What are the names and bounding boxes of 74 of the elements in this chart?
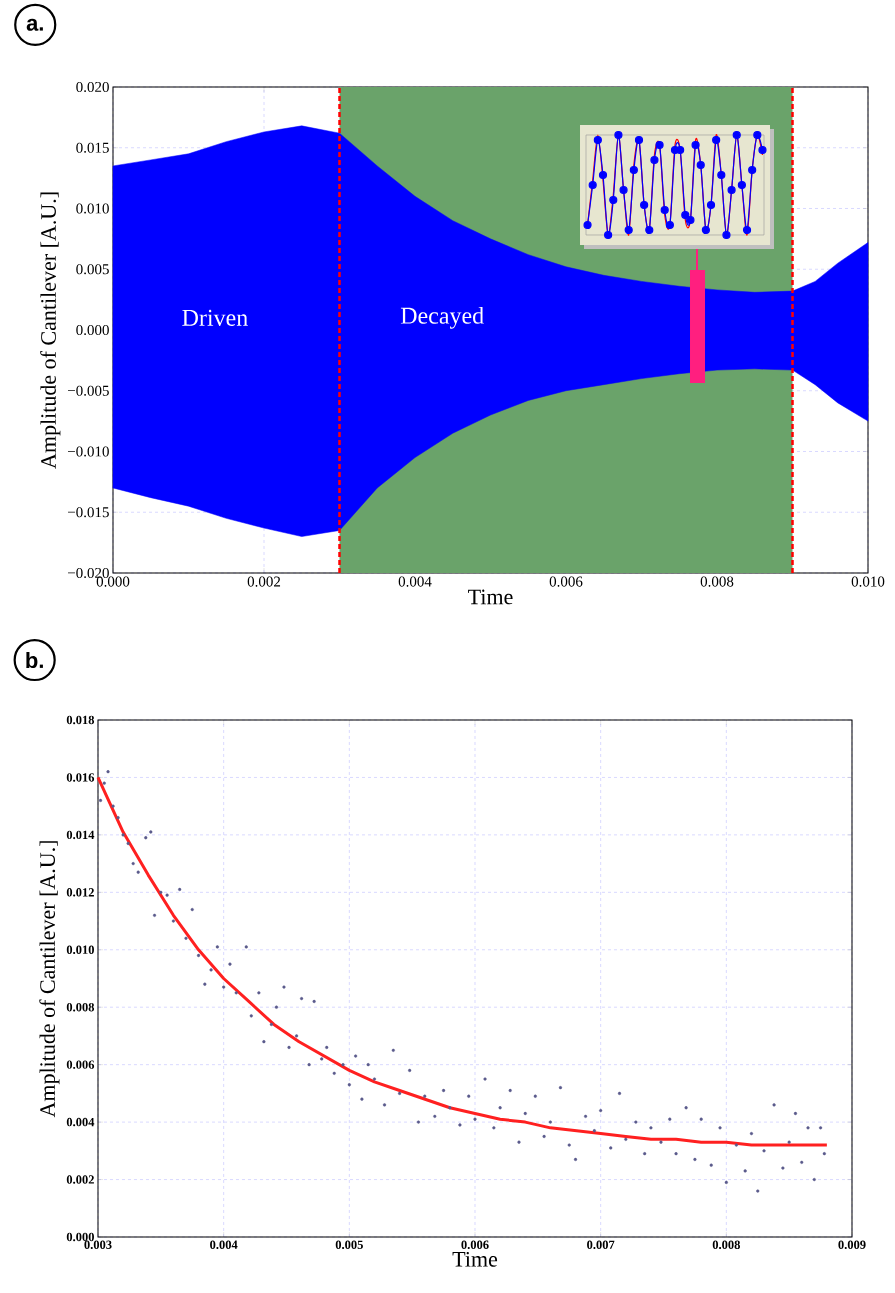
- y-tick-label: 0.002: [66, 1175, 94, 1184]
- x-tick-label: 0.006: [549, 576, 583, 587]
- point: [650, 155, 659, 165]
- y-tick-label: 0.008: [66, 1002, 95, 1012]
- point: [696, 160, 705, 170]
- x-axis-title: Time: [468, 589, 513, 605]
- x-tick-label: 0.006: [461, 1240, 489, 1250]
- point: [722, 230, 731, 240]
- y-tick-label: 0.006: [66, 1060, 95, 1069]
- text: b.: [26, 651, 43, 669]
- point: [686, 215, 695, 225]
- point: [604, 230, 613, 240]
- y-tick-label: −0.005: [68, 385, 109, 396]
- y-tick-label: 0.000: [66, 1232, 94, 1242]
- x-tick-label: 0.010: [851, 576, 885, 587]
- point: [588, 180, 597, 190]
- point: [593, 135, 602, 145]
- point: [758, 145, 767, 155]
- x-tick-label: 0.000: [96, 576, 130, 587]
- x-tick-label: 0.004: [398, 576, 432, 587]
- x-tick-label: 0.002: [247, 576, 281, 587]
- y-tick-label: 0.014: [66, 830, 95, 840]
- x-tick-label: 0.008: [712, 1240, 740, 1250]
- point: [665, 220, 674, 230]
- y-tick-label: 0.010: [76, 203, 109, 214]
- point: [681, 210, 690, 220]
- point: [645, 225, 654, 235]
- point: [624, 225, 633, 235]
- y-tick-label: 0.012: [66, 888, 94, 897]
- point: [717, 170, 726, 180]
- y-tick-label: 0.000: [76, 324, 109, 336]
- point: [732, 130, 741, 140]
- y-axis-title: Amplitude of Cantilever [A.U.]: [40, 192, 61, 469]
- point: [753, 130, 762, 140]
- point: [655, 140, 664, 150]
- x-axis-title: Time: [452, 1251, 498, 1267]
- point: [706, 200, 716, 210]
- y-tick-label: 0.005: [76, 264, 109, 275]
- point: [701, 225, 710, 235]
- x-tick-label: 0.008: [700, 576, 734, 587]
- y-tick-label: −0.010: [68, 446, 109, 457]
- x-tick-label: 0.004: [210, 1240, 238, 1250]
- point: [619, 185, 628, 195]
- x-tick-label: 0.007: [587, 1240, 615, 1250]
- y-tick-label: 0.018: [66, 715, 95, 725]
- x-tick-label: 0.009: [838, 1240, 866, 1250]
- point: [583, 220, 592, 230]
- y-tick-label: 0.010: [66, 945, 94, 955]
- point: [742, 225, 752, 235]
- point: [634, 135, 644, 145]
- y-axis-title: Amplitude of Cantilever [A.U.]: [39, 841, 60, 1118]
- y-tick-label: 0.015: [76, 142, 109, 153]
- y-tick-label: 0.004: [66, 1117, 95, 1127]
- y-tick-label: −0.015: [68, 507, 109, 518]
- point: [676, 145, 685, 155]
- x-tick-label: 0.005: [335, 1240, 363, 1250]
- text: a.: [26, 18, 43, 31]
- point: [691, 140, 700, 150]
- point: [629, 165, 638, 175]
- point: [660, 205, 669, 215]
- point: [614, 130, 623, 140]
- point: [727, 185, 736, 195]
- point: [598, 170, 608, 180]
- y-tick-label: 0.016: [66, 773, 95, 782]
- point: [748, 165, 757, 175]
- point: [712, 135, 721, 145]
- x-tick-label: 0.003: [84, 1240, 112, 1250]
- annotation: Driven: [182, 309, 248, 326]
- point: [737, 180, 746, 190]
- point: [609, 195, 618, 205]
- point: [640, 200, 649, 210]
- y-tick-label: −0.020: [68, 567, 109, 579]
- y-tick-label: 0.020: [76, 81, 109, 93]
- annotation: Decayed: [400, 306, 484, 329]
